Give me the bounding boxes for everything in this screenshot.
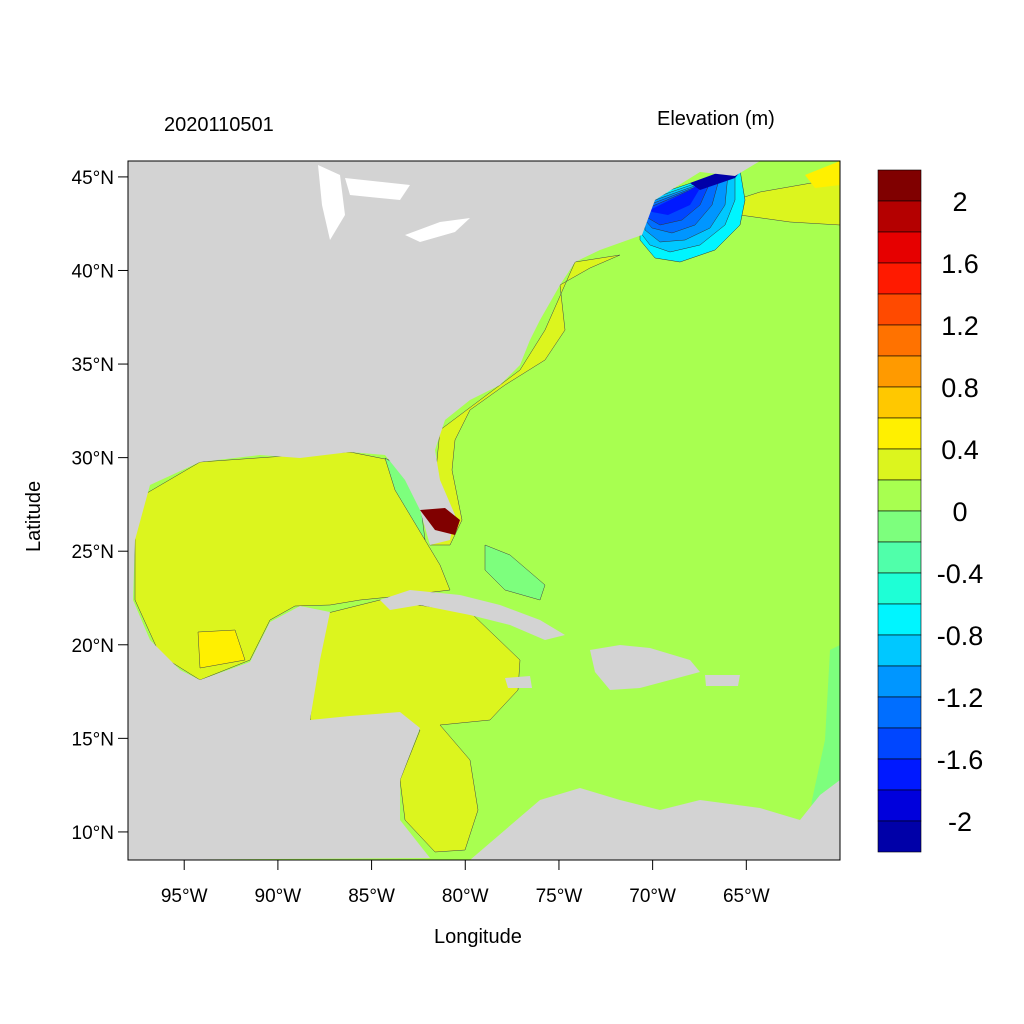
axes: 95°W 90°W 85°W 80°W 75°W 70°W 65°W 45°N 40°N 35°N…	[72, 168, 770, 907]
plot-date-title: 2020110501	[164, 114, 274, 136]
y-tick-label: 35°N	[72, 355, 114, 376]
colorbar-label: 0.8	[941, 373, 979, 403]
colorbar-box	[877, 789, 922, 822]
colorbar-label: 0.4	[941, 435, 979, 465]
y-tick-label: 15°N	[72, 729, 114, 750]
colorbar-box	[877, 634, 922, 667]
y-tick-label: 40°N	[72, 261, 114, 282]
colorbar-box	[877, 324, 922, 357]
variable-title: Elevation (m)	[657, 108, 775, 130]
cuba	[380, 590, 565, 640]
colorbar-label: -0.8	[937, 621, 984, 651]
y-tick-label: 25°N	[72, 542, 114, 563]
colorbar-box	[877, 200, 922, 233]
colorbar-box	[877, 572, 922, 605]
colorbar-label: 1.2	[941, 311, 979, 341]
colorbar-box	[877, 479, 922, 512]
puerto-rico	[705, 675, 740, 686]
campeche-high-patch	[197, 629, 246, 669]
plot-frame	[127, 160, 841, 861]
x-tick-label: 80°W	[442, 886, 489, 907]
colorbar-box	[877, 510, 922, 543]
south-florida-high-patch	[420, 508, 460, 535]
colorbar-label: 2	[952, 187, 967, 217]
jamaica	[505, 676, 532, 688]
scotian-shelf-field	[719, 177, 840, 226]
colorbar-label: 0	[952, 497, 967, 527]
colorbar-box	[877, 169, 922, 202]
colorbar-box	[877, 603, 922, 636]
colorbar-box	[877, 293, 922, 326]
bahamas-bank-field	[484, 544, 546, 601]
x-tick-label: 95°W	[161, 886, 208, 907]
colorbar: 2 1.6 1.2 0.8 0.4 0 -0.4 -0.8 -1.2 -1.6 -2	[877, 169, 984, 853]
y-tick-label: 30°N	[72, 449, 114, 470]
south-america	[470, 780, 840, 860]
colorbar-box	[877, 386, 922, 419]
colorbar-box	[877, 355, 922, 388]
colorbar-label: 1.6	[941, 249, 979, 279]
y-tick-label: 10°N	[72, 823, 114, 844]
colorbar-box	[877, 758, 922, 791]
colorbar-box	[877, 417, 922, 450]
colorbar-box	[877, 541, 922, 574]
x-tick-label: 85°W	[348, 886, 395, 907]
colorbar-label: -2	[948, 807, 972, 837]
colorbar-box	[877, 727, 922, 760]
colorbar-box	[877, 665, 922, 698]
y-tick-label: 45°N	[72, 168, 114, 189]
colorbar-label: -0.4	[937, 559, 984, 589]
map-field	[128, 161, 840, 860]
high-water-patch	[805, 161, 840, 188]
x-tick-label: 70°W	[629, 886, 676, 907]
y-tick-label: 20°N	[72, 636, 114, 657]
x-tick-label: 90°W	[255, 886, 302, 907]
colorbar-box	[877, 696, 922, 729]
colorbar-label: -1.2	[937, 683, 984, 713]
colorbar-box	[877, 820, 922, 853]
great-lakes	[318, 165, 470, 242]
hispaniola	[590, 645, 700, 690]
x-axis-label: Longitude	[434, 926, 522, 948]
x-tick-label: 65°W	[723, 886, 770, 907]
colorbar-box	[877, 262, 922, 295]
colorbar-box	[877, 448, 922, 481]
x-tick-label: 75°W	[536, 886, 583, 907]
colorbar-box	[877, 231, 922, 264]
colorbar-label: -1.6	[937, 745, 984, 775]
